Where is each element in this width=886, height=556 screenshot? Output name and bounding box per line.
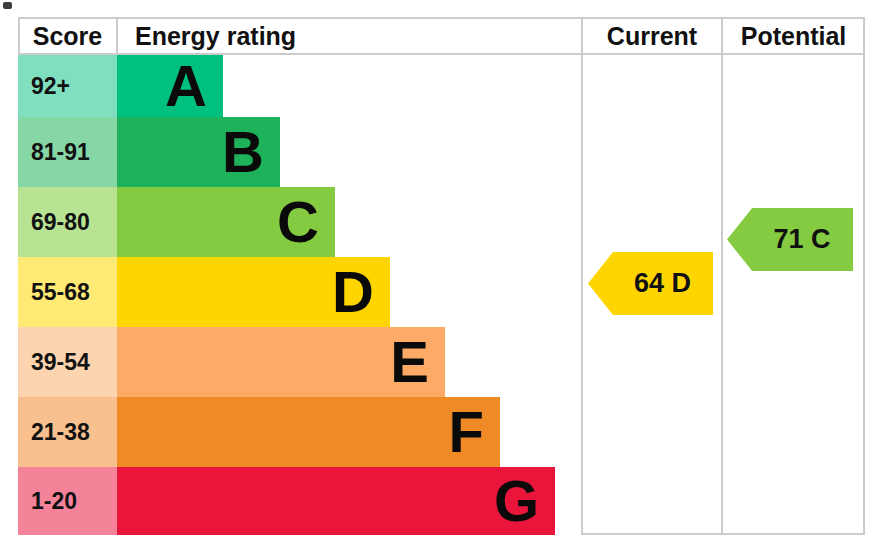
score-range-f: 21-38 <box>18 397 117 467</box>
rating-bar-c: C <box>117 187 335 257</box>
corner-artifact <box>3 2 12 9</box>
score-range-a: 92+ <box>18 55 117 117</box>
column-header-potential: Potential <box>722 18 865 55</box>
header-top-border <box>18 17 865 19</box>
current-column-left-border <box>581 18 583 535</box>
rating-bar-a: A <box>117 55 223 117</box>
rating-bar-b: B <box>117 117 280 187</box>
score-range-d: 55-68 <box>18 257 117 327</box>
current-rating-arrow: 64 D <box>588 252 713 315</box>
potential-column-right-border <box>863 18 865 535</box>
column-header-score: Score <box>18 18 117 55</box>
score-range-g: 1-20 <box>18 467 117 535</box>
rating-bar-g: G <box>117 467 555 535</box>
score-range-c: 69-80 <box>18 187 117 257</box>
potential-rating-arrow: 71 C <box>727 208 853 271</box>
epc-rating-chart: Score Energy rating Current Potential 92… <box>0 0 886 556</box>
rating-bar-f: F <box>117 397 500 467</box>
rating-bar-e: E <box>117 327 445 397</box>
potential-column-left-border <box>721 18 723 535</box>
header-left-border <box>18 18 20 55</box>
column-header-current: Current <box>582 18 722 55</box>
rating-bar-d: D <box>117 257 390 327</box>
score-rating-divider <box>116 18 118 55</box>
score-range-b: 81-91 <box>18 117 117 187</box>
column-header-energy-rating: Energy rating <box>117 18 582 55</box>
score-range-e: 39-54 <box>18 327 117 397</box>
current-potential-bottom-border <box>581 533 865 535</box>
